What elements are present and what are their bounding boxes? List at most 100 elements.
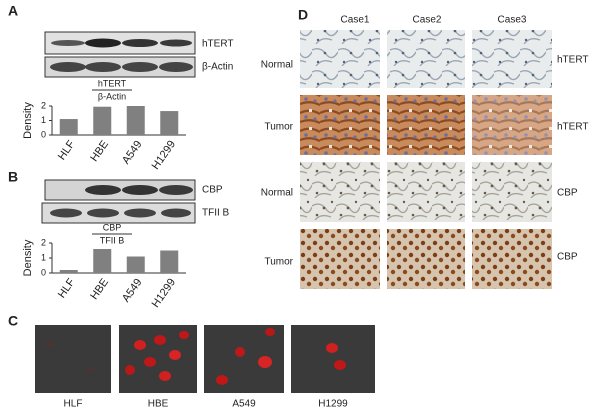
fluorescence-images-part bbox=[258, 356, 272, 368]
histology-images bbox=[300, 30, 552, 289]
histology-images-part bbox=[387, 162, 465, 222]
blot-label: hTERT bbox=[202, 39, 234, 50]
histology-images-part bbox=[472, 229, 552, 289]
cell-label: H1299 bbox=[318, 399, 348, 410]
blot-b-part bbox=[50, 208, 82, 218]
fluorescence-images-part bbox=[326, 343, 338, 353]
histology-images-part bbox=[300, 95, 380, 155]
blot-a bbox=[44, 31, 196, 78]
blot-label: TFII B bbox=[202, 208, 230, 219]
histology-images-part bbox=[387, 30, 465, 88]
bar bbox=[160, 111, 179, 135]
marker-label: hTERT bbox=[557, 122, 589, 133]
fluorescence-images-part bbox=[291, 325, 375, 393]
bar bbox=[93, 249, 112, 273]
fluorescence-images-part bbox=[179, 331, 189, 339]
y-tick-label: 0 bbox=[41, 129, 46, 139]
fluorescence-images-part bbox=[35, 325, 111, 393]
marker-label: CBP bbox=[557, 188, 578, 199]
histology-images-part bbox=[300, 30, 380, 88]
y-axis-label: Density bbox=[22, 102, 34, 139]
cell-label: HBE bbox=[148, 399, 169, 410]
fluorescence-images bbox=[35, 325, 375, 393]
column-header: Case3 bbox=[498, 15, 527, 26]
x-tick-label: HBE bbox=[88, 139, 111, 164]
blot-a-part bbox=[159, 62, 193, 72]
bar bbox=[126, 106, 145, 135]
blot-a-part bbox=[50, 62, 86, 72]
histology-images-part bbox=[387, 229, 465, 289]
bar bbox=[160, 250, 179, 273]
fluorescence-images-part bbox=[265, 328, 275, 336]
column-header: Case1 bbox=[341, 15, 370, 26]
y-tick-label: 2 bbox=[41, 237, 46, 247]
fluorescence-images-part bbox=[125, 365, 135, 375]
blot-b-part bbox=[124, 208, 156, 218]
fluorescence-images-part bbox=[334, 360, 346, 370]
x-tick-label: A549 bbox=[120, 277, 145, 305]
row-label: Normal bbox=[261, 60, 293, 71]
panel-label: B bbox=[8, 169, 18, 185]
blot-b-part bbox=[85, 185, 121, 195]
fluorescence-images-part bbox=[46, 342, 54, 348]
fluorescence-images-part bbox=[144, 357, 156, 367]
y-tick-label: 1 bbox=[41, 115, 46, 125]
ratio-denominator: β-Actin bbox=[98, 91, 126, 101]
marker-label: CBP bbox=[557, 252, 578, 263]
histology-images-part bbox=[472, 162, 552, 222]
row-label: Tumor bbox=[264, 257, 293, 268]
x-tick-label: HBE bbox=[88, 277, 111, 302]
ratio-numerator: CBP bbox=[103, 222, 122, 232]
y-tick-label: 0 bbox=[41, 267, 46, 277]
x-tick-label: A549 bbox=[120, 139, 145, 167]
x-tick-label: H1299 bbox=[150, 139, 178, 172]
histology-images-part bbox=[300, 229, 380, 289]
panel-label: D bbox=[298, 7, 308, 23]
histology-images-part bbox=[472, 30, 552, 88]
fluorescence-images-part bbox=[86, 367, 94, 373]
fluorescence-images-part bbox=[134, 340, 146, 350]
fluorescence-images-part bbox=[159, 371, 171, 381]
bar bbox=[126, 256, 145, 273]
y-axis-label: Density bbox=[22, 239, 34, 276]
x-tick-label: HLF bbox=[56, 276, 78, 300]
panel-label: A bbox=[8, 3, 18, 19]
cell-label: HLF bbox=[64, 399, 83, 410]
blot-b-part bbox=[87, 208, 119, 218]
histology-images-part bbox=[472, 95, 552, 155]
blot-a-part bbox=[51, 40, 85, 46]
blot-a-part bbox=[122, 39, 158, 47]
blot-b-part bbox=[122, 185, 158, 195]
ratio-numerator: hTERT bbox=[98, 78, 127, 88]
blot-a-part bbox=[122, 62, 158, 72]
blot-a-part bbox=[85, 62, 121, 72]
y-tick-label: 2 bbox=[41, 100, 46, 110]
bar bbox=[59, 119, 78, 135]
ratio-denominator: TFII B bbox=[100, 235, 125, 245]
row-label: Normal bbox=[261, 188, 293, 199]
column-header: Case2 bbox=[413, 15, 442, 26]
blot-a-part bbox=[160, 39, 192, 47]
bar bbox=[93, 106, 112, 135]
histology-images-part bbox=[300, 162, 380, 222]
fluorescence-images-part bbox=[169, 350, 181, 360]
fluorescence-images-part bbox=[216, 375, 228, 385]
fluorescence-images-part bbox=[235, 347, 245, 357]
blot-b bbox=[41, 179, 196, 224]
blot-a-part bbox=[85, 38, 121, 48]
blot-label: β-Actin bbox=[202, 62, 233, 73]
x-tick-label: HLF bbox=[56, 138, 78, 162]
fluorescence-images-part bbox=[154, 335, 166, 345]
panel-label: C bbox=[8, 313, 18, 329]
blot-b-part bbox=[159, 185, 193, 195]
blot-b-part bbox=[161, 208, 191, 218]
marker-label: hTERT bbox=[557, 55, 589, 66]
histology-images-part bbox=[387, 95, 465, 155]
cell-label: A549 bbox=[232, 399, 256, 410]
blot-label: CBP bbox=[202, 185, 223, 196]
x-tick-label: H1299 bbox=[150, 277, 178, 310]
row-label: Tumor bbox=[264, 122, 293, 133]
y-tick-label: 1 bbox=[41, 252, 46, 262]
bar bbox=[59, 270, 78, 273]
